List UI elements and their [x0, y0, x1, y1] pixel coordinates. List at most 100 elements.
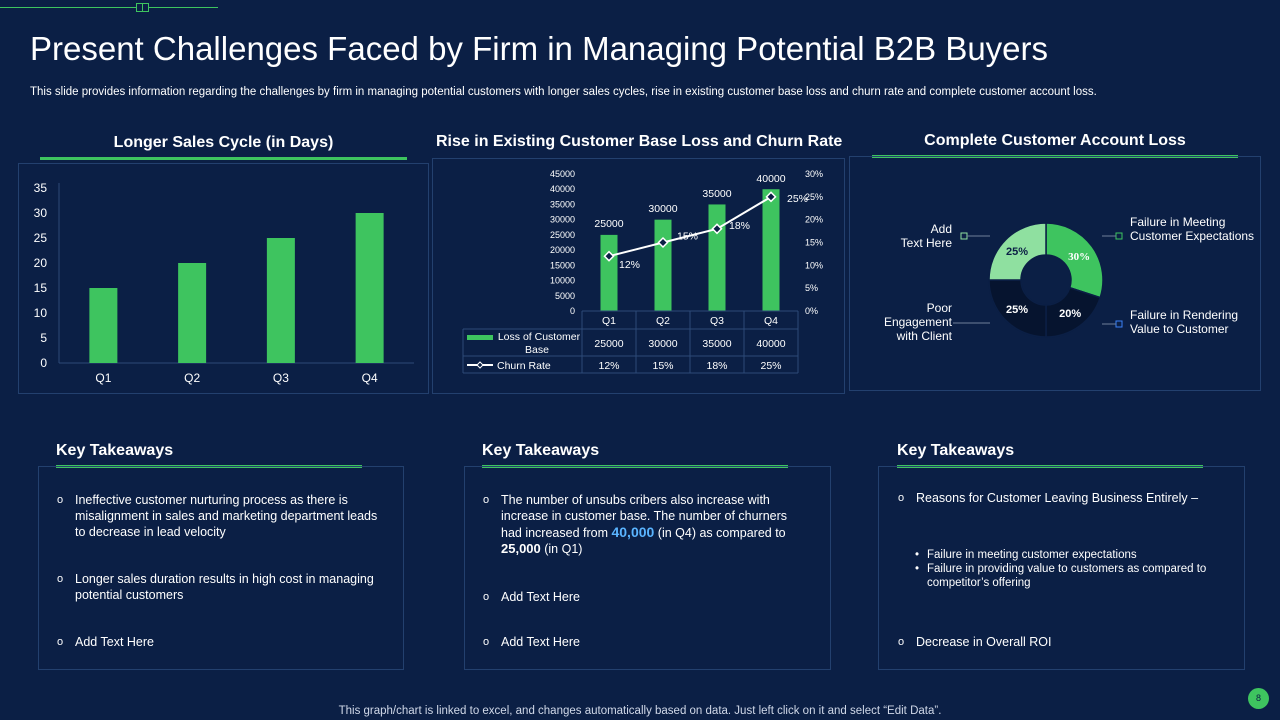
right-axis-tick-label: 0% — [805, 306, 818, 316]
donut-category-label: Add — [931, 222, 952, 236]
donut-value-label: 20% — [1059, 308, 1081, 320]
bar-data-label: 30000 — [648, 203, 677, 215]
left-axis-tick-label: 25000 — [550, 230, 575, 240]
legend-marker-icon — [1115, 320, 1123, 328]
y-tick-label: 15 — [34, 281, 48, 295]
top-decor-box — [136, 3, 149, 12]
donut-slice — [988, 222, 1047, 281]
donut-category-label: Text Here — [901, 236, 953, 250]
sales-cycle-bar — [178, 263, 207, 363]
y-tick-label: 0 — [40, 356, 47, 370]
right-axis-tick-label: 20% — [805, 215, 823, 225]
left-axis-tick-label: 45000 — [550, 169, 575, 179]
table-cell: 12% — [598, 360, 619, 372]
table-cell: 15% — [652, 360, 673, 372]
donut-category-label: Poor — [927, 301, 952, 315]
y-tick-label: 35 — [34, 181, 48, 195]
bullet-icon: o — [57, 573, 64, 585]
bar-data-label: 35000 — [702, 188, 731, 200]
y-tick-label: 20 — [34, 256, 48, 270]
table-cell: 30000 — [648, 338, 677, 350]
left-axis-tick-label: 0 — [570, 306, 575, 316]
dot-bullet-icon: • — [915, 563, 920, 575]
x-tick-label: Q3 — [710, 315, 724, 327]
chart3-title: Complete Customer Account Loss — [924, 132, 1186, 149]
donut-slice — [988, 279, 1047, 338]
bullet-icon: o — [483, 591, 490, 603]
churn-rate-point — [603, 250, 615, 262]
left-axis-tick-label: 10000 — [550, 276, 575, 286]
chart2-panel[interactable]: 0 5000 10000 15000 20000 25000 30000 35000 40000… — [432, 158, 845, 394]
top-decor-line — [0, 7, 218, 8]
sales-cycle-bar — [89, 288, 118, 363]
donut-value-label: 30% — [1068, 251, 1090, 263]
customer-loss-bar — [708, 204, 726, 311]
donut-value-label: 25% — [1006, 246, 1028, 258]
legend-key-bar — [467, 335, 493, 340]
x-tick-label: Q1 — [602, 315, 616, 327]
right-axis-tick-label: 5% — [805, 283, 818, 293]
table-cell: 40000 — [756, 338, 785, 350]
left-axis-tick-label: 15000 — [550, 260, 575, 270]
donut-category-label: Value to Customer — [1130, 322, 1229, 336]
bullet-icon: o — [483, 494, 490, 506]
legend-label: Base — [525, 344, 549, 356]
takeaways3-title: Key Takeaways — [897, 442, 1015, 459]
legend-label: Loss of Customer — [498, 331, 581, 343]
takeaways1-title: Key Takeaways — [56, 442, 174, 459]
page-subtitle: This slide provides information regardin… — [30, 86, 1097, 98]
customer-loss-churn-chart[interactable]: 0 5000 10000 15000 20000 25000 30000 35000 40000… — [433, 159, 846, 395]
donut-category-label: Failure in Rendering — [1130, 308, 1238, 322]
chart1-panel[interactable]: 0 5 10 15 20 25 30 35 Q1 Q2 Q3 Q4 — [18, 163, 429, 394]
takeaway3-subitem: • Failure in providing value to customer… — [915, 563, 1207, 589]
churn-data-label: 18% — [729, 220, 750, 232]
donut-value-label: 25% — [1006, 304, 1028, 316]
donut-slice — [1045, 222, 1104, 299]
legend-key-marker — [476, 361, 484, 369]
x-tick-label: Q1 — [95, 371, 111, 385]
churn-rate-point — [765, 191, 777, 203]
bullet-icon: o — [898, 492, 905, 504]
y-tick-label: 25 — [34, 231, 48, 245]
x-tick-label: Q2 — [656, 315, 670, 327]
churn-data-label: 12% — [619, 259, 640, 271]
x-tick-label: Q3 — [273, 371, 289, 385]
customer-loss-bar — [600, 234, 618, 311]
takeaway3-item: o Decrease in Overall ROI — [898, 635, 1052, 649]
y-tick-label: 10 — [34, 306, 48, 320]
bullet-icon: o — [483, 636, 490, 648]
takeaway1-item: o Add Text Here — [57, 635, 154, 649]
customer-loss-bar — [762, 189, 780, 311]
churn-rate-point — [657, 236, 669, 249]
legend-marker-icon — [960, 232, 968, 240]
bar-data-label: 40000 — [756, 173, 785, 185]
right-axis-tick-label: 30% — [805, 169, 823, 179]
donut-category-label: with Client — [896, 329, 953, 343]
churn-data-label: 25% — [787, 193, 808, 205]
chart1-underline — [40, 157, 407, 160]
takeaways3-panel: o Reasons for Customer Leaving Business … — [878, 466, 1245, 670]
right-axis-tick-label: 15% — [805, 238, 823, 248]
left-axis-tick-label: 30000 — [550, 215, 575, 225]
left-axis-tick-label: 20000 — [550, 245, 575, 255]
takeaways1-panel: o Ineffective customer nurturing process… — [38, 466, 404, 670]
bar-data-label: 25000 — [594, 218, 623, 230]
bullet-icon: o — [57, 636, 64, 648]
churn-rate-line — [608, 195, 772, 258]
takeaways2-panel: o The number of unsubs cribers also incr… — [464, 466, 831, 670]
takeaways2-title: Key Takeaways — [482, 442, 600, 459]
x-tick-label: Q2 — [184, 371, 200, 385]
legend-marker-icon — [1115, 232, 1123, 240]
sales-cycle-bar-chart[interactable]: 0 5 10 15 20 25 30 35 Q1 Q2 Q3 Q4 — [19, 164, 430, 395]
customer-loss-bar — [654, 219, 672, 311]
right-axis-tick-label: 10% — [805, 260, 823, 270]
bullet-icon: o — [898, 636, 905, 648]
table-cell: 35000 — [702, 338, 731, 350]
chart3-panel[interactable]: 30% 20% 25% 25% Add Text Here Poor Engagement wi… — [849, 156, 1261, 391]
takeaway1-item: o Ineffective customer nurturing process… — [57, 493, 378, 539]
takeaway1-item: o Longer sales duration results in high … — [57, 572, 374, 602]
chart1-title: Longer Sales Cycle (in Days) — [113, 134, 334, 151]
table-cell: 25% — [760, 360, 781, 372]
donut-category-label: Engagement — [884, 315, 953, 329]
